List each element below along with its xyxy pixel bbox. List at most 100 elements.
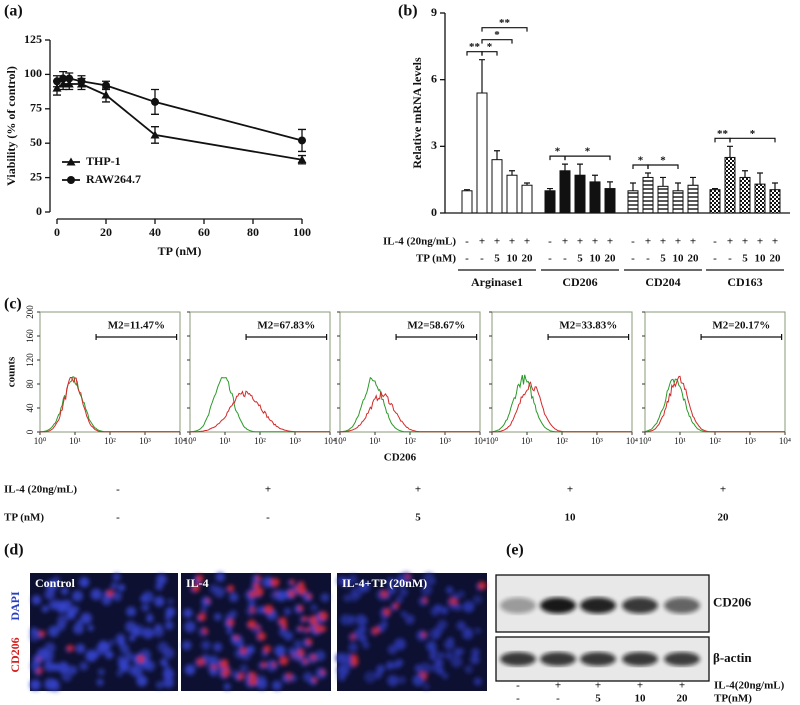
condition-value: + xyxy=(479,236,485,248)
nucleus xyxy=(156,574,167,585)
marker xyxy=(53,77,61,86)
nucleus xyxy=(144,660,156,672)
cd206-signal xyxy=(383,608,391,616)
error-bar xyxy=(464,189,470,191)
x-tick-label: 10³ xyxy=(744,436,756,446)
nucleus xyxy=(440,606,449,615)
condition-value: - xyxy=(266,512,270,524)
x-tick-label: 60 xyxy=(198,225,210,239)
condition-value: + xyxy=(577,236,583,248)
y-tick-label: 3 xyxy=(431,138,437,152)
x-tick-label: 0 xyxy=(54,225,60,239)
condition-label: IL-4 (20ng/mL) xyxy=(4,484,77,496)
condition-value: 20 xyxy=(522,253,534,265)
nucleus xyxy=(358,625,367,634)
cd206-signal xyxy=(372,627,380,635)
group-label: Arginase1 xyxy=(471,275,523,289)
marker xyxy=(150,130,160,139)
legend-label: THP-1 xyxy=(86,154,121,168)
error-bar xyxy=(577,163,583,176)
nucleus xyxy=(437,652,445,659)
nucleus xyxy=(293,640,302,649)
x-tick-label: 10¹ xyxy=(369,436,381,446)
x-tick-label: 100 xyxy=(293,225,311,239)
significance-label: * xyxy=(487,41,493,53)
condition-label: IL-4 (20ng/mL) xyxy=(383,236,456,248)
condition-value: 5 xyxy=(742,253,748,265)
cd206-signal xyxy=(206,598,211,603)
condition-value: 10 xyxy=(673,253,685,265)
marker xyxy=(65,74,74,83)
cd206-signal xyxy=(279,656,289,666)
nucleus xyxy=(41,605,49,613)
nucleus xyxy=(57,661,70,674)
condition-value: + xyxy=(742,236,748,248)
cd206-signal xyxy=(306,593,312,599)
x-tick-label: 10⁴ xyxy=(324,436,336,446)
condition-value: 10 xyxy=(565,512,577,524)
condition-value: + xyxy=(727,236,733,248)
marker xyxy=(151,97,159,106)
group-label: CD163 xyxy=(727,275,762,289)
cells xyxy=(182,572,330,691)
nucleus xyxy=(96,678,104,686)
error-bar xyxy=(630,182,636,191)
nucleus xyxy=(340,576,350,586)
y-tick-label: 75 xyxy=(30,101,42,115)
condition-value: + xyxy=(720,484,726,496)
cd206-signal xyxy=(306,638,313,645)
condition-value: + xyxy=(592,236,598,248)
band xyxy=(540,652,576,666)
nucleus xyxy=(167,598,174,605)
x-tick-label: 10² xyxy=(709,436,721,446)
condition-value: + xyxy=(607,236,613,248)
y-tick-label: 120 xyxy=(25,353,35,367)
x-tick-label: 10¹ xyxy=(69,436,81,446)
condition-label: TP (nM) xyxy=(4,512,44,524)
nucleus xyxy=(278,628,288,637)
y-axis-label: Relative mRNA levels xyxy=(410,57,424,169)
significance-bracket xyxy=(481,39,513,44)
condition-value: 20 xyxy=(677,693,689,705)
nucleus xyxy=(60,586,69,596)
bar xyxy=(754,183,766,214)
nucleus xyxy=(184,621,196,633)
condition-value: - xyxy=(516,693,520,705)
band xyxy=(622,597,658,614)
bar xyxy=(642,176,654,214)
nucleus xyxy=(117,655,124,662)
x-tick-label: 10⁰ xyxy=(184,436,197,446)
band-label: β-actin xyxy=(713,650,752,665)
nucleus xyxy=(457,590,465,599)
nucleus xyxy=(246,645,255,655)
nucleus xyxy=(426,641,437,652)
x-tick-label: 10³ xyxy=(139,436,151,446)
nucleus xyxy=(61,671,72,682)
nucleus xyxy=(281,674,290,683)
nucleus xyxy=(254,674,267,687)
error-bar xyxy=(562,163,568,171)
error-bar xyxy=(675,182,681,191)
cd206-signal xyxy=(270,577,280,587)
nucleus xyxy=(387,644,398,655)
bar xyxy=(769,189,781,214)
nucleus xyxy=(79,577,90,588)
condition-value: - xyxy=(728,253,732,265)
cd206-signal xyxy=(297,585,307,595)
panel-label: (c) xyxy=(4,296,22,313)
x-tick-label: 20 xyxy=(100,225,112,239)
significance-label: * xyxy=(750,128,756,140)
bar xyxy=(672,190,684,214)
gate-label: M2=33.83% xyxy=(559,320,617,332)
significance-label: * xyxy=(494,29,500,41)
nucleus xyxy=(436,666,445,675)
histogram-curve xyxy=(190,390,330,433)
x-tick-label: 10² xyxy=(556,436,568,446)
bar xyxy=(574,174,586,214)
nucleus xyxy=(414,664,423,673)
condition-value: - xyxy=(646,253,650,265)
cd206-signal xyxy=(66,644,74,652)
nucleus xyxy=(79,661,89,671)
significance-bracket xyxy=(647,164,679,169)
cd206-signal xyxy=(247,619,257,629)
